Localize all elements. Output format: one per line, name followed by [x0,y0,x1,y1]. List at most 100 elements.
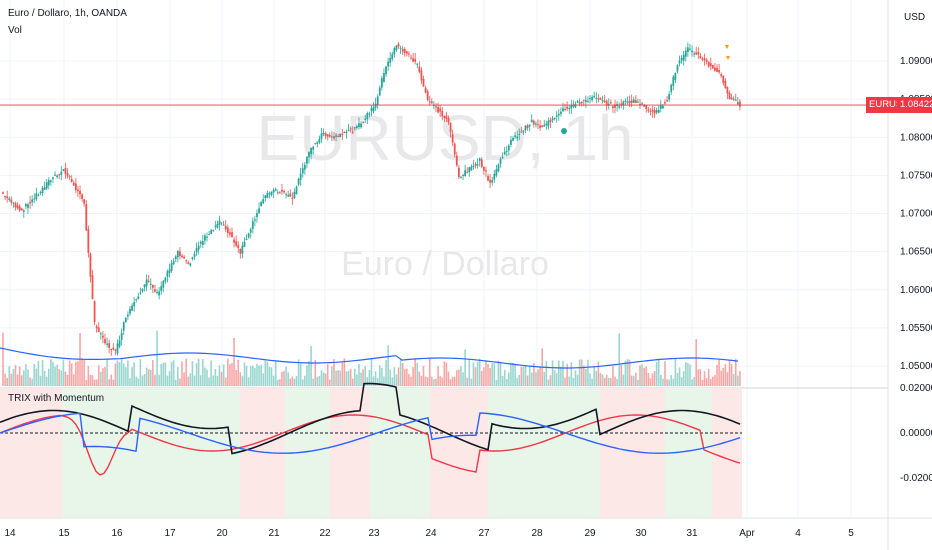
time-axis-label: 16 [111,528,123,539]
candle-body [197,245,200,250]
volume-bar [637,379,639,386]
volume-bar [89,374,92,386]
volume-bar [451,376,454,386]
volume-bar [114,363,117,386]
candle-body [547,120,550,127]
candle-body [408,53,410,55]
volume-bar [576,374,579,386]
volume-bar [10,373,13,386]
candle-body [368,113,371,115]
volume-bar [655,361,658,386]
candle-body [599,97,602,100]
candle-body [243,241,246,247]
candle-body [584,100,587,102]
volume-bar [599,373,602,386]
candle-body [507,145,510,151]
volume-bar [87,366,90,386]
candle-body [322,132,325,135]
volume-bar [29,377,31,386]
candle-body [455,155,458,166]
candle-body [297,178,300,185]
volume-bar [268,366,271,386]
volume-bar [732,374,735,386]
price-axis-label: 1.07000 [900,209,932,220]
volume-bar [624,361,627,386]
volume-bar [560,366,562,386]
candle-body [345,131,348,134]
candle-body [711,64,714,69]
candle-body [528,124,531,127]
symbol-title[interactable]: Euro / Dollaro, 1h, OANDA [8,8,127,19]
indicator-bg-band [0,388,62,518]
candle-body [349,128,352,130]
volume-indicator-label[interactable]: Vol [8,25,22,36]
volume-bar [183,372,185,386]
volume-bar [14,365,17,386]
volume-bar [143,373,146,386]
volume-bar [585,368,587,386]
volume-bar [112,379,115,386]
volume-bar [343,358,346,386]
candle-body [730,97,733,100]
candle-body [362,122,365,124]
candle-body [714,67,716,71]
volume-bar [603,377,606,386]
volume-bar [689,364,691,386]
candle-body [91,275,94,300]
candle-body [462,175,464,177]
volume-bar [331,366,333,386]
volume-bar [501,375,504,386]
volume-bar [716,364,718,386]
volume-bar [726,372,729,386]
candle-body [555,115,558,117]
volume-bar [549,375,552,386]
trix-indicator-label[interactable]: TRIX with Momentum [8,393,105,404]
volume-bar [258,365,260,386]
candle-body [451,134,454,143]
candle-body [139,292,142,294]
candle-body [77,189,79,192]
candle-body [468,167,471,172]
candle-body [206,236,208,238]
volume-bar [147,369,150,386]
candle-body [27,204,29,208]
candle-body [470,166,473,171]
volume-bar [431,376,433,386]
candle-body [647,109,650,111]
volume-bar [387,345,389,386]
time-axis-label: 31 [686,528,698,539]
candle-body [358,123,360,128]
volume-bar [445,362,448,386]
candle-body [129,308,131,314]
candle-body [176,251,179,258]
volume-bar [337,370,339,386]
volume-bar [362,369,364,386]
candle-body [135,299,138,301]
time-axis-label: 4 [795,528,801,539]
candle-body [143,284,146,288]
candle-body [204,235,206,241]
time-axis-label: 15 [58,528,70,539]
volume-bar [376,378,379,386]
candle-body [133,302,136,307]
candle-body [643,104,646,107]
candle-body [324,133,327,137]
volume-bar [310,346,312,386]
candle-body [501,157,504,159]
candle-body [289,193,292,197]
volume-bar [616,378,618,386]
candle-body [453,143,456,155]
volume-bar [651,373,654,386]
volume-bar [630,375,633,386]
candle-body [104,338,106,344]
candle-body [412,58,414,62]
candle-body [612,106,614,109]
volume-bar [191,361,194,386]
candle-body [328,135,331,137]
candle-body [609,102,612,104]
candle-body [376,96,379,105]
volume-bar [31,378,33,386]
volume-bar [23,370,25,386]
